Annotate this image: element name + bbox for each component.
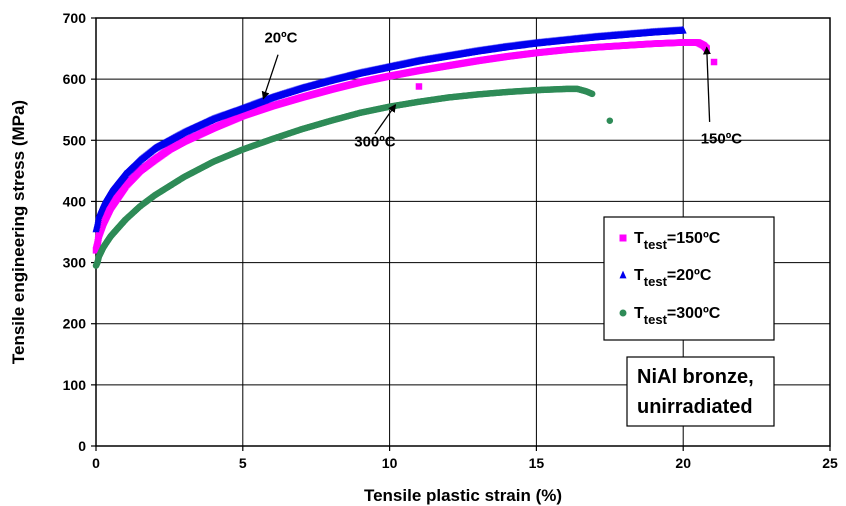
note-box-frame xyxy=(626,356,775,427)
series-square-0 xyxy=(92,39,718,254)
y-axis-title: Tensile engineering stress (MPa) xyxy=(9,100,28,364)
y-tick-label: 500 xyxy=(63,132,87,148)
y-tick-label: 100 xyxy=(63,377,87,393)
annotation-label: 150ºC xyxy=(701,130,743,147)
axis-ticks: 0 5 10 15 20 25 0 100 200 300 400 500 600 700 xyxy=(63,10,838,471)
data-point xyxy=(588,90,596,98)
x-tick-label: 0 xyxy=(92,455,100,471)
legend-label: Ttest=20ºC xyxy=(634,267,712,289)
legend-marker xyxy=(619,234,627,242)
annotation-label: 300ºC xyxy=(354,133,396,150)
note-line-1: NiAl bronze, xyxy=(637,366,754,388)
annotations: 20ºC 300ºC 150ºC xyxy=(261,29,743,150)
annotation-arrow xyxy=(374,104,397,135)
legend-marker xyxy=(619,270,627,279)
legend-item: Ttest=20ºC xyxy=(619,267,712,289)
annotation-label: 20ºC xyxy=(264,29,297,46)
note-box: NiAl bronze, unirradiated xyxy=(626,356,775,427)
y-tick-label: 400 xyxy=(63,193,87,209)
note-line-2: unirradiated xyxy=(637,396,753,418)
annotation-arrow xyxy=(261,54,279,100)
y-tick-label: 0 xyxy=(78,438,86,454)
y-tick-label: 200 xyxy=(63,316,87,332)
legend-label: Ttest=150ºC xyxy=(634,230,721,252)
x-tick-label: 25 xyxy=(822,455,838,471)
legend-item: Ttest=150ºC xyxy=(619,230,721,252)
legend-item: Ttest=300ºC xyxy=(619,305,721,327)
legend: Ttest=150ºC Ttest=20ºC Ttest=300ºC xyxy=(603,216,775,341)
data-point-outlier xyxy=(415,83,423,90)
data-point xyxy=(679,25,687,34)
x-axis-title: Tensile plastic strain (%) xyxy=(364,486,562,505)
x-tick-label: 5 xyxy=(239,455,247,471)
data-point-outlier xyxy=(606,117,614,124)
x-tick-label: 10 xyxy=(382,455,398,471)
series-triangle-1 xyxy=(92,25,687,233)
legend-label: Ttest=300ºC xyxy=(634,305,721,327)
data-point-outlier xyxy=(710,58,718,66)
y-tick-label: 600 xyxy=(63,71,87,87)
data-series xyxy=(92,25,718,269)
annotation-arrow xyxy=(702,46,711,122)
legend-box xyxy=(603,216,775,341)
y-tick-label: 300 xyxy=(63,255,87,271)
x-tick-label: 20 xyxy=(675,455,691,471)
legend-marker xyxy=(619,309,627,317)
y-tick-label: 700 xyxy=(63,10,87,26)
x-tick-label: 15 xyxy=(529,455,545,471)
series-circle-2 xyxy=(92,85,614,269)
